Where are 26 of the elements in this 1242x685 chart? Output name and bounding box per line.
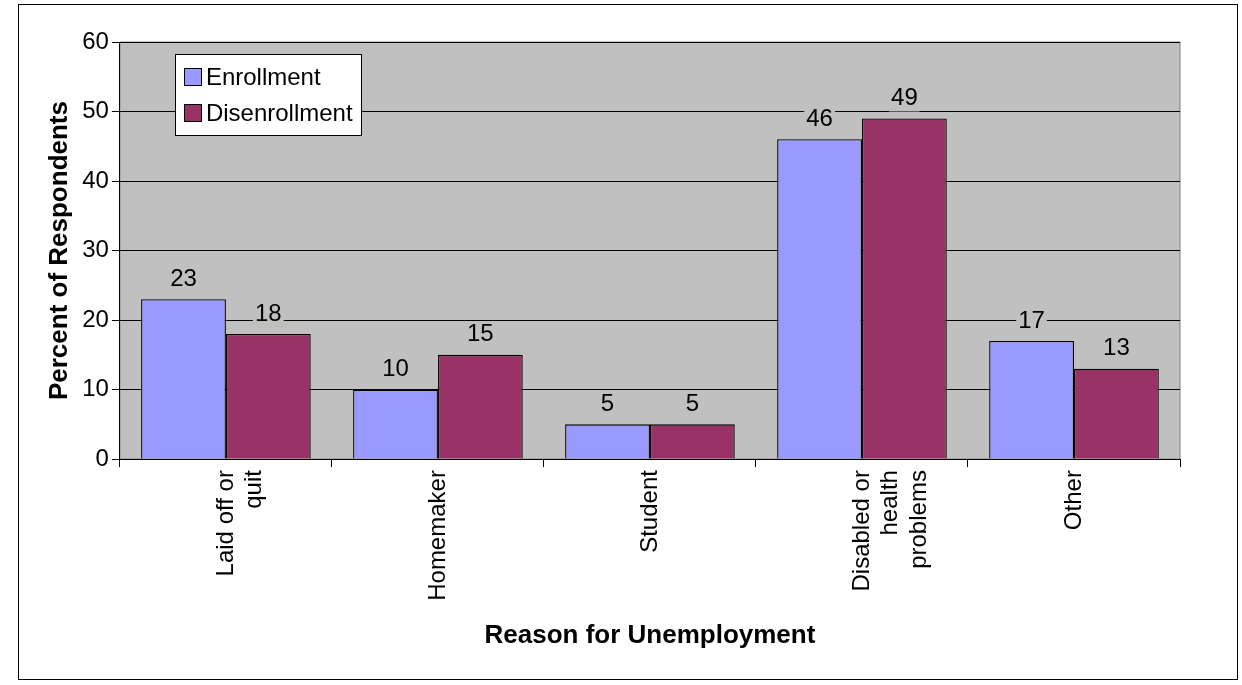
y-tick-label: 50 (82, 96, 109, 124)
y-tick-label: 30 (82, 235, 109, 263)
data-label: 23 (170, 263, 197, 291)
data-label: 10 (382, 354, 409, 382)
x-tick-label: Other (1058, 470, 1086, 531)
x-tick-label: Disabled or health problems (846, 470, 932, 592)
data-label: 18 (254, 298, 282, 326)
x-tick-label: Laid off or quit (210, 469, 267, 577)
data-label: 13 (1103, 333, 1130, 361)
y-tick-label: 10 (82, 374, 109, 402)
y-tick-label: 20 (82, 304, 109, 332)
data-label: 46 (806, 103, 833, 131)
legend-label: Enrollment (205, 62, 321, 92)
data-label: 5 (685, 388, 700, 416)
y-tick-label: 40 (82, 165, 109, 193)
data-label: 5 (600, 388, 615, 416)
x-tick-label: Student (634, 469, 662, 553)
y-axis-title: Percent of Respondents (42, 101, 73, 401)
y-tick-label: 0 (95, 443, 109, 471)
y-tick-label: 60 (82, 26, 109, 54)
data-label: 49 (891, 83, 918, 111)
data-label: 17 (1018, 305, 1045, 333)
data-label: 15 (466, 319, 494, 347)
x-axis-title: Reason for Unemployment (484, 618, 816, 649)
x-tick-label: Homemaker (422, 470, 450, 601)
legend-label: Disenrollment (205, 98, 353, 128)
